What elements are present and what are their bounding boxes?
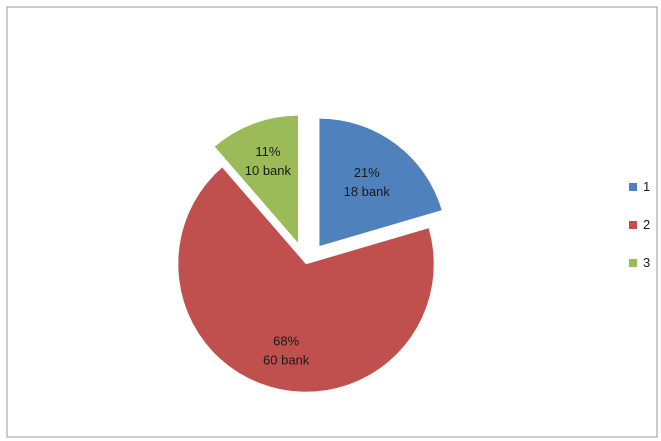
legend-swatch-2 xyxy=(629,221,637,229)
slice-value-label-1: 18 bank xyxy=(344,184,391,199)
pie-slice-1 xyxy=(318,118,443,247)
legend-label-2: 2 xyxy=(643,217,650,232)
legend-label-1: 1 xyxy=(643,179,650,194)
legend-swatch-3 xyxy=(629,259,637,267)
slice-percent-label-3: 11% xyxy=(255,144,280,159)
pie-slice-labels: 21% 18 bank 68% 60 bank 11% 10 bank xyxy=(245,144,391,368)
legend-swatch-1 xyxy=(629,183,637,191)
pie-slices xyxy=(177,115,443,393)
slice-value-label-2: 60 bank xyxy=(263,353,310,368)
legend: 1 2 3 xyxy=(629,179,650,270)
slice-percent-label-2: 68% xyxy=(273,334,299,349)
pie-slice-2 xyxy=(177,166,435,393)
slice-percent-label-1: 21% xyxy=(354,165,380,180)
legend-label-3: 3 xyxy=(643,255,650,270)
pie-slice-3 xyxy=(214,115,299,245)
slice-value-label-3: 10 bank xyxy=(245,163,292,178)
